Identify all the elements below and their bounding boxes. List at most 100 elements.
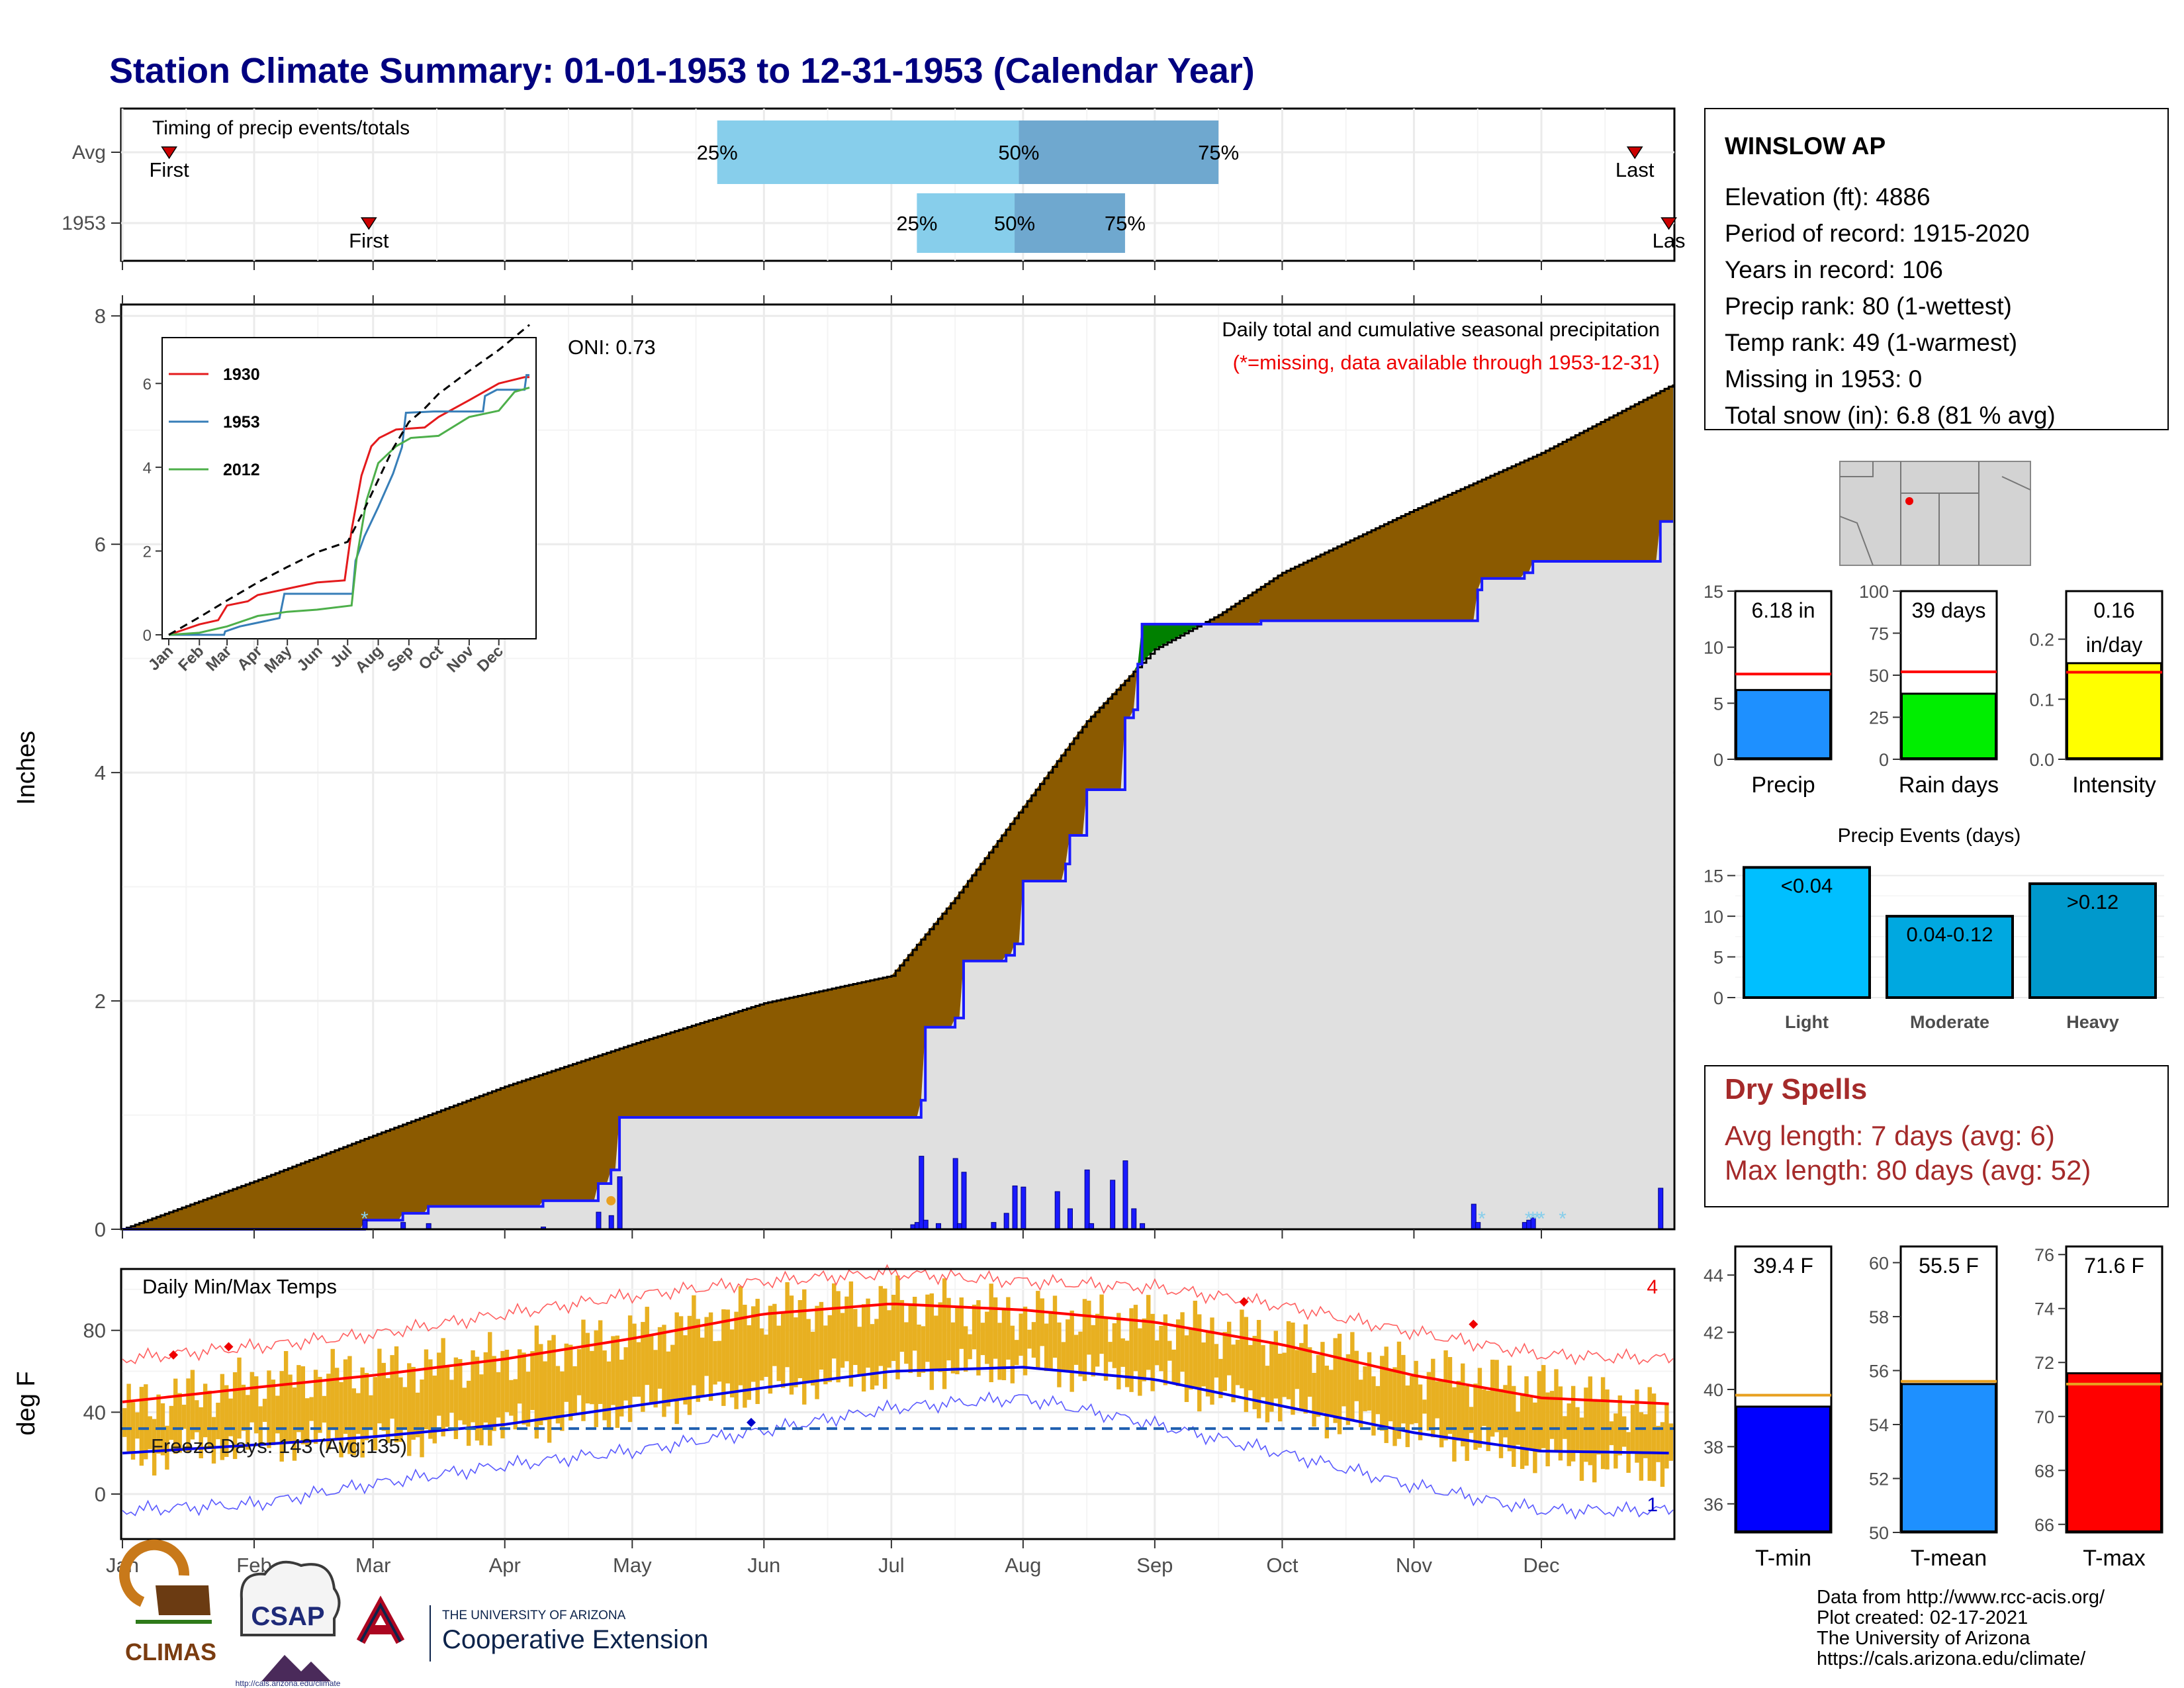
daily-temp-range-bar [1231,1344,1236,1403]
daily-precip-bar [1658,1188,1664,1230]
precip-ytick-label: 0 [95,1218,106,1241]
temp-ylabel: deg F [13,1371,40,1435]
daily-temp-range-bar [1537,1371,1541,1453]
daily-temp-range-bar [190,1370,195,1440]
daily-temp-range-bar [934,1315,938,1371]
daily-temp-range-bar [1465,1385,1469,1461]
daily-temp-range-bar [267,1370,271,1448]
daily-temp-range-bar [959,1297,964,1349]
station-info-line: Elevation (ft): 4886 [1725,183,1931,211]
daily-temp-range-bar [1015,1340,1019,1366]
month-tick-label: Dec [1523,1554,1559,1577]
daily-temp-range-bar [794,1317,798,1387]
daily-temp-range-bar [1154,1340,1160,1366]
daily-temp-range-bar [619,1360,624,1417]
daily-temp-range-bar [942,1278,947,1389]
avg-max-line [122,1302,1669,1405]
daily-temp-range-bar [1256,1319,1261,1419]
daily-temp-range-bar [122,1408,127,1437]
daily-temp-range-bar [594,1330,598,1427]
timing-q50-label: 50% [998,141,1039,164]
daily-temp-range-bar [1027,1329,1032,1349]
mini-panel-bar [1901,692,1997,759]
precip-ylabel: Inches [13,731,40,805]
daily-temp-range-bar [246,1395,250,1450]
mini-panel-xlabel: Precip [1751,773,1815,798]
daily-temp-range-bar [1461,1363,1465,1447]
daily-temp-range-bar [411,1366,416,1440]
daily-temp-range-bar [674,1312,679,1425]
daily-temp-range-bar [156,1394,161,1454]
daily-temp-range-bar [305,1398,310,1447]
daily-temp-range-bar [989,1284,993,1382]
daily-temp-range-bar [645,1307,649,1385]
mini-panel-ytick-label: 40 [1704,1380,1723,1400]
timing-q25-label: 25% [896,212,937,235]
daily-temp-range-bar [772,1303,777,1366]
daily-temp-range-bar [1563,1416,1567,1439]
daily-temp-range-bar [373,1377,378,1450]
daily-temp-range-bar [683,1335,688,1405]
mini-panel-ytick-label: 50 [1869,666,1889,686]
daily-temp-range-bar [993,1297,998,1359]
month-tick-label: Sep [1136,1554,1173,1577]
station-info-line: Total snow (in): 6.8 (81 % avg) [1725,402,2056,429]
daily-temp-range-bar [462,1387,467,1425]
timing-last-label: Last [1615,158,1655,181]
mini-panel-bar [1735,688,1831,760]
freeze-days-label: Freeze Days: 143 (Avg:135) [151,1434,407,1458]
inset-legend-label: 1953 [223,413,260,432]
daily-temp-range-bar [713,1340,717,1385]
daily-temp-range-bar [1621,1416,1627,1447]
daily-temp-range-bar [1512,1385,1516,1467]
daily-temp-range-bar [195,1400,199,1432]
daily-temp-range-bar [1278,1353,1283,1422]
csap-logo-text: CSAP [251,1602,324,1631]
daily-temp-range-bar [525,1372,531,1427]
daily-precip-bar [1012,1185,1018,1230]
observed-cumulative-fill [122,521,1673,1229]
precip-ytick-label: 8 [95,305,106,328]
dry-spells-title: Dry Spells [1725,1073,1867,1105]
temp-summary-charts: 36 38 40 42 44 39.4 F T-min 50 52 54 56 58 60 55.5 F T… [1704,1245,2163,1571]
daily-temp-range-bar [1668,1423,1673,1461]
daily-temp-range-bar [1116,1313,1121,1389]
daily-temp-range-bar [1197,1314,1202,1412]
daily-temp-range-bar [1044,1323,1049,1372]
daily-temp-range-bar [1414,1360,1418,1423]
daily-temp-range-bar [1545,1392,1550,1467]
daily-temp-range-bar [504,1349,510,1413]
daily-temp-range-bar [1265,1366,1270,1423]
daily-temp-range-bar [1592,1401,1597,1483]
daily-temp-range-bar [1095,1313,1100,1367]
timing-row-label-avg: Avg [72,142,106,164]
daily-temp-range-bar [250,1372,254,1423]
daily-temp-range-bar [751,1306,756,1382]
daily-temp-range-bar [224,1385,229,1457]
daily-precip-bar [400,1222,406,1230]
daily-temp-range-bar [857,1327,862,1377]
daily-temp-range-bar [874,1319,879,1386]
daily-temp-range-bar [925,1294,930,1362]
mini-panel-ytick-label: 60 [1869,1253,1889,1273]
daily-temp-range-bar [1617,1395,1622,1456]
daily-temp-range-bar [883,1288,887,1389]
daily-temp-range-bar [1069,1310,1074,1392]
station-location-dot [1905,497,1913,505]
record-high-marker [1239,1297,1249,1307]
daily-temp-range-bar [1342,1359,1346,1407]
daily-temp-range-bar [237,1357,242,1439]
daily-temp-range-bar [1350,1332,1355,1421]
timing-last-label: Las [1653,229,1686,252]
daily-temp-range-bar [827,1315,832,1382]
daily-temp-range-bar [1286,1321,1291,1399]
daily-temp-range-bar [415,1392,420,1438]
station-info-line: Temp rank: 49 (1-warmest) [1725,329,2017,356]
daily-temp-range-bar [292,1387,297,1461]
daily-precip-bar [1054,1191,1060,1230]
daily-temp-range-bar [262,1399,267,1422]
mini-panel-value-label: in/day [2086,633,2142,657]
daily-temp-range-bar [492,1356,496,1431]
